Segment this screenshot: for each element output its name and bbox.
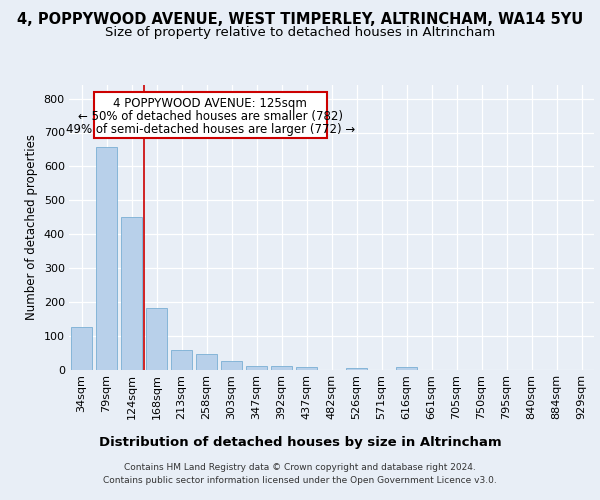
Bar <box>396 368 417 370</box>
Text: ← 50% of detached houses are smaller (782): ← 50% of detached houses are smaller (78… <box>78 110 343 123</box>
Text: 49% of semi-detached houses are larger (772) →: 49% of semi-detached houses are larger (… <box>65 122 355 136</box>
Text: Size of property relative to detached houses in Altrincham: Size of property relative to detached ho… <box>105 26 495 39</box>
Bar <box>96 147 117 370</box>
Bar <box>121 216 142 370</box>
Bar <box>346 368 367 370</box>
Bar <box>246 366 267 370</box>
Bar <box>71 326 92 370</box>
Text: Distribution of detached houses by size in Altrincham: Distribution of detached houses by size … <box>98 436 502 449</box>
Y-axis label: Number of detached properties: Number of detached properties <box>25 134 38 320</box>
Bar <box>171 350 192 370</box>
Text: 4 POPPYWOOD AVENUE: 125sqm: 4 POPPYWOOD AVENUE: 125sqm <box>113 98 307 110</box>
Bar <box>296 366 317 370</box>
Text: 4, POPPYWOOD AVENUE, WEST TIMPERLEY, ALTRINCHAM, WA14 5YU: 4, POPPYWOOD AVENUE, WEST TIMPERLEY, ALT… <box>17 12 583 28</box>
Bar <box>271 366 292 370</box>
Bar <box>146 308 167 370</box>
Bar <box>221 361 242 370</box>
Bar <box>196 354 217 370</box>
Text: Contains HM Land Registry data © Crown copyright and database right 2024.
Contai: Contains HM Land Registry data © Crown c… <box>103 464 497 485</box>
